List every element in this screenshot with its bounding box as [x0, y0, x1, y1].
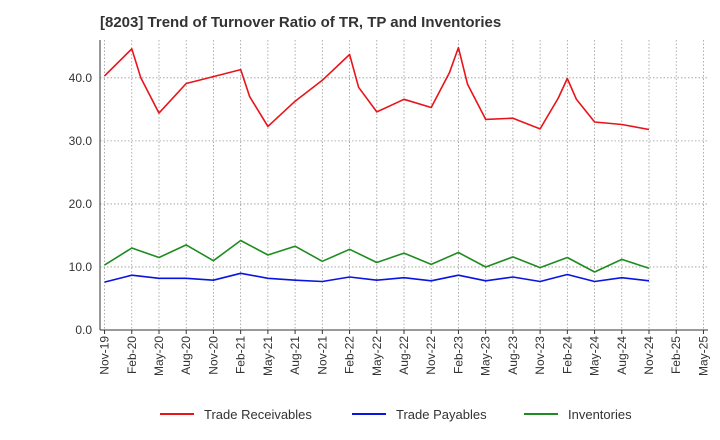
x-tick-label: May-22: [370, 336, 384, 376]
y-tick-label: 30.0: [69, 134, 93, 148]
chart-title: [8203] Trend of Turnover Ratio of TR, TP…: [100, 14, 502, 31]
x-tick-label: Feb-22: [343, 336, 357, 374]
x-tick-label: Feb-23: [451, 336, 465, 374]
x-tick-label: Aug-24: [615, 336, 629, 375]
x-tick-label: Nov-19: [98, 336, 112, 375]
x-tick-label: Aug-21: [288, 336, 302, 375]
x-tick-label: Aug-20: [179, 336, 193, 375]
x-tick-label: Feb-21: [234, 336, 248, 374]
legend-label: Trade Receivables: [204, 407, 312, 422]
x-tick-label: May-25: [696, 336, 710, 376]
x-tick-label: Nov-20: [206, 336, 220, 375]
series-line-inventories: [104, 239, 650, 273]
x-tick-label: May-23: [479, 336, 493, 376]
x-tick-label: Feb-24: [560, 336, 574, 374]
x-tick-label: Nov-23: [533, 336, 547, 375]
x-tick-label: May-24: [588, 336, 602, 376]
y-tick-label: 20.0: [69, 197, 93, 211]
x-tick-label: Aug-23: [506, 336, 520, 375]
x-tick-label: Feb-20: [125, 336, 139, 374]
x-tick-label: May-21: [261, 336, 275, 376]
x-tick-label: Nov-24: [642, 336, 656, 375]
x-tick-label: Nov-22: [424, 336, 438, 375]
legend-label: Inventories: [568, 407, 632, 422]
series-line-trade-receivables: [103, 46, 650, 131]
y-tick-label: 40.0: [69, 71, 93, 85]
x-tick-label: Aug-22: [397, 336, 411, 375]
x-tick-label: Feb-25: [669, 336, 683, 374]
x-tick-label: May-20: [152, 336, 166, 376]
y-tick-label: 0.0: [75, 323, 92, 337]
series-line-trade-payables: [104, 272, 650, 283]
y-tick-label: 10.0: [69, 260, 93, 274]
x-tick-label: Nov-21: [315, 336, 329, 375]
legend-label: Trade Payables: [396, 407, 487, 422]
